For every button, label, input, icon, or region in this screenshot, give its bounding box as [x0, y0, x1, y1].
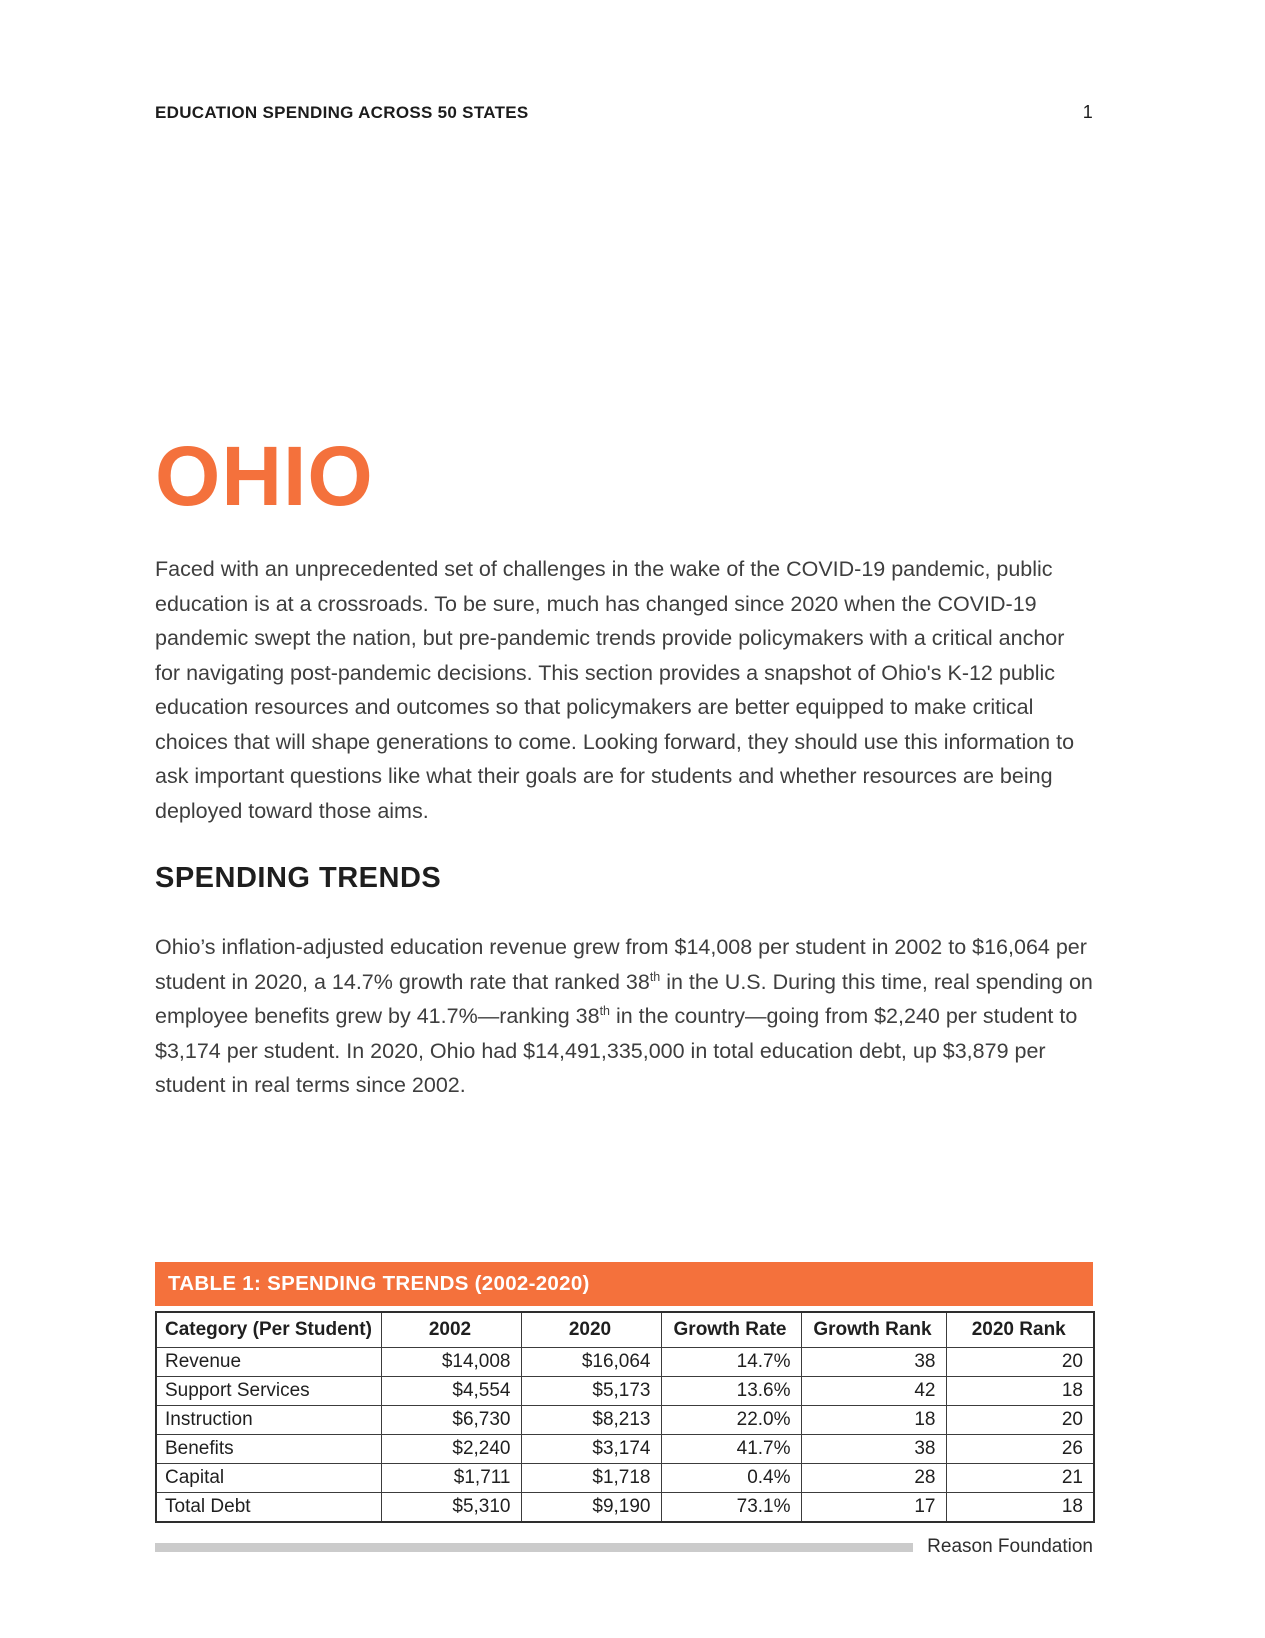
footer-brand: Reason Foundation: [927, 1536, 1093, 1557]
state-title: OHIO: [155, 429, 374, 523]
table-header-row: Category (Per Student) 2002 2020 Growth …: [155, 1311, 1095, 1348]
cell-2020-rank: 18: [945, 1492, 1095, 1523]
column-header-2002: 2002: [380, 1311, 522, 1348]
cell-growth-rank: 28: [800, 1463, 947, 1493]
cell-category: Instruction: [155, 1405, 382, 1435]
cell-2002: $5,310: [380, 1492, 522, 1523]
cell-2002: $2,240: [380, 1434, 522, 1464]
cell-2002: $4,554: [380, 1376, 522, 1406]
table1-header: Category (Per Student) 2002 2020 Growth …: [155, 1311, 1095, 1348]
footer-divider-bar: [155, 1542, 914, 1552]
cell-2002: $1,711: [380, 1463, 522, 1493]
cell-growth-rank: 42: [800, 1376, 947, 1406]
table-row: Capital $1,711 $1,718 0.4% 28 21: [155, 1463, 1095, 1493]
table-row: Instruction $6,730 $8,213 22.0% 18 20: [155, 1405, 1095, 1435]
cell-2020: $3,174: [520, 1434, 662, 1464]
cell-growth-rate: 22.0%: [660, 1405, 802, 1435]
table-row: Revenue $14,008 $16,064 14.7% 38 20: [155, 1347, 1095, 1377]
column-header-growth-rate: Growth Rate: [660, 1311, 802, 1348]
cell-2020-rank: 20: [945, 1347, 1095, 1377]
section-heading-spending-trends: SPENDING TRENDS: [155, 862, 442, 894]
column-header-growth-rank: Growth Rank: [800, 1311, 947, 1348]
cell-growth-rate: 0.4%: [660, 1463, 802, 1493]
running-header-title: EDUCATION SPENDING ACROSS 50 STATES: [155, 103, 529, 122]
table1-block: TABLE 1: SPENDING TRENDS (2002-2020) Cat…: [155, 1262, 1095, 1523]
cell-2020-rank: 26: [945, 1434, 1095, 1464]
cell-growth-rate: 41.7%: [660, 1434, 802, 1464]
table-row: Total Debt $5,310 $9,190 73.1% 17 18: [155, 1492, 1095, 1523]
cell-growth-rank: 17: [800, 1492, 947, 1523]
cell-growth-rate: 14.7%: [660, 1347, 802, 1377]
cell-2020: $1,718: [520, 1463, 662, 1493]
page-footer: Reason Foundation: [155, 1536, 1093, 1558]
table1: Category (Per Student) 2002 2020 Growth …: [155, 1311, 1095, 1523]
cell-2020-rank: 21: [945, 1463, 1095, 1493]
cell-growth-rate: 13.6%: [660, 1376, 802, 1406]
cell-category: Revenue: [155, 1347, 382, 1377]
cell-growth-rate: 73.1%: [660, 1492, 802, 1523]
column-header-category: Category (Per Student): [155, 1311, 382, 1348]
cell-2002: $6,730: [380, 1405, 522, 1435]
cell-2020-rank: 18: [945, 1376, 1095, 1406]
table1-body: Revenue $14,008 $16,064 14.7% 38 20 Supp…: [155, 1347, 1095, 1523]
cell-2002: $14,008: [380, 1347, 522, 1377]
intro-paragraph: Faced with an unprecedented set of chall…: [155, 557, 1075, 823]
cell-category: Capital: [155, 1463, 382, 1493]
cell-2020: $5,173: [520, 1376, 662, 1406]
cell-growth-rank: 38: [800, 1347, 947, 1377]
cell-2020: $9,190: [520, 1492, 662, 1523]
cell-category: Support Services: [155, 1376, 382, 1406]
cell-growth-rank: 38: [800, 1434, 947, 1464]
table-row: Benefits $2,240 $3,174 41.7% 38 26: [155, 1434, 1095, 1464]
table-row: Support Services $4,554 $5,173 13.6% 42 …: [155, 1376, 1095, 1406]
spending-trends-paragraph: Ohio’s inflation-adjusted education reve…: [155, 935, 1093, 1097]
column-header-2020: 2020: [520, 1311, 662, 1348]
cell-category: Total Debt: [155, 1492, 382, 1523]
cell-2020: $8,213: [520, 1405, 662, 1435]
cell-2020: $16,064: [520, 1347, 662, 1377]
column-header-2020-rank: 2020 Rank: [945, 1311, 1095, 1348]
cell-growth-rank: 18: [800, 1405, 947, 1435]
cell-category: Benefits: [155, 1434, 382, 1464]
cell-2020-rank: 20: [945, 1405, 1095, 1435]
running-header: EDUCATION SPENDING ACROSS 50 STATES 1: [155, 102, 1093, 123]
table1-title-bar: TABLE 1: SPENDING TRENDS (2002-2020): [155, 1262, 1093, 1306]
page-number: 1: [1082, 102, 1093, 122]
